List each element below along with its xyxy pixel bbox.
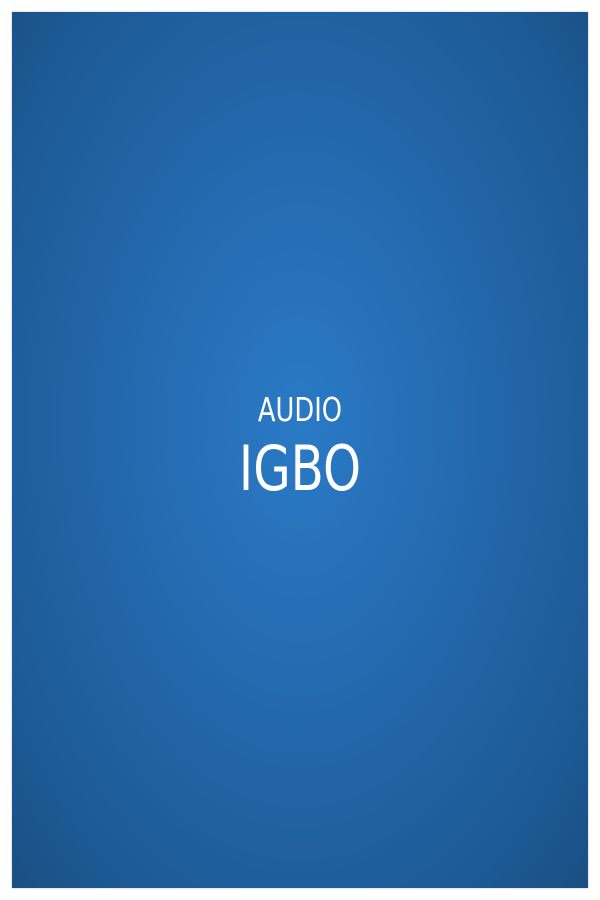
cover-subtitle: AUDIO (257, 390, 343, 429)
cover-title: IGBO (238, 432, 362, 505)
cover-panel: AUDIO IGBO (12, 12, 588, 888)
title-block: AUDIO IGBO (12, 390, 588, 504)
